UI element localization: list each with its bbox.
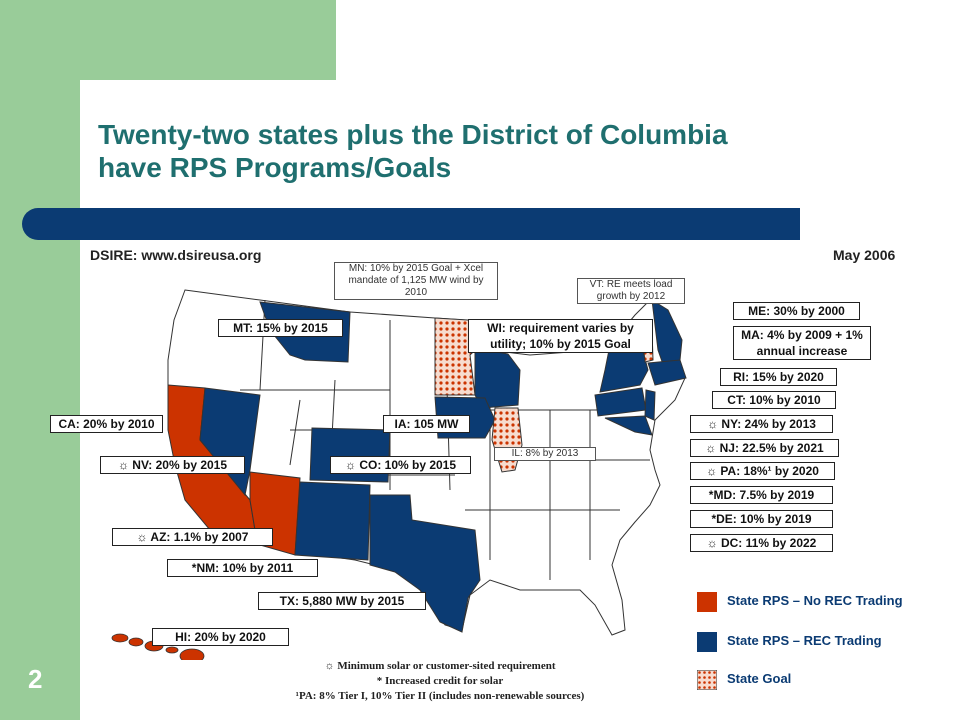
label-wi: WI: requirement varies by utility; 10% b… [468,319,653,353]
label-co-box: ☼ CO: 10% by 2015 [330,456,471,474]
date-text: May 2006 [833,247,896,263]
footnote-2: * Increased credit for solar [376,675,504,687]
label-pa: PA: 18%¹ by 2020 [720,464,819,478]
label-me: ME: 30% by 2000 [733,302,860,320]
state-hi [111,633,205,660]
label-dc: DC: 11% by 2022 [720,536,817,550]
label-ia: IA: 105 MW [383,415,470,433]
label-ny: NY: 24% by 2013 [721,417,816,431]
legend-swatch-red [697,592,717,612]
label-nm: *NM: 10% by 2011 [167,559,318,577]
label-ct: CT: 10% by 2010 [712,391,836,409]
label-az-box: ☼ AZ: 1.1% by 2007 [112,528,273,546]
label-pa-box: ☼ PA: 18%¹ by 2020 [690,462,835,480]
label-az: AZ: 1.1% by 2007 [150,530,249,544]
state-nj [644,389,656,421]
label-mt: MT: 15% by 2015 [218,319,343,337]
label-ny-box: ☼ NY: 24% by 2013 [690,415,833,433]
sun-icon: ☼ [707,417,719,431]
footnote-3: ¹PA: 8% Tier I, 10% Tier II (includes no… [295,690,585,702]
source-text: DSIRE: www.dsireusa.org [90,247,262,263]
top-band [0,0,336,80]
sun-icon: ☼ [706,464,718,478]
sidebar-band [0,0,80,720]
footnote-1-text: Minimum solar or customer-sited requirem… [337,660,556,672]
sun-icon: ☼ [344,458,356,472]
label-co: CO: 10% by 2015 [359,458,457,472]
label-ma: MA: 4% by 2009 + 1% annual increase [733,326,871,360]
label-md: *MD: 7.5% by 2019 [690,486,833,504]
title-line-1: Twenty-two states plus the District of C… [98,119,728,150]
legend-swatch-dotted [697,670,717,690]
label-tx: TX: 5,880 MW by 2015 [258,592,426,610]
label-ri: RI: 15% by 2020 [720,368,837,386]
label-nv: NV: 20% by 2015 [132,458,228,472]
state-ma [647,359,687,386]
us-rps-map [111,289,687,660]
label-de: *DE: 10% by 2019 [690,510,833,528]
state-nm [294,481,371,561]
title-underline-bar [22,208,800,240]
label-il: IL: 8% by 2013 [494,447,596,461]
page-number: 2 [28,664,43,694]
sun-icon: ☼ [706,536,718,550]
label-dc-box: ☼ DC: 11% by 2022 [690,534,833,552]
state-md [604,415,653,436]
state-nv [199,387,261,497]
footnotes: ☼ Minimum solar or customer-sited requir… [230,659,650,704]
label-mn: MN: 10% by 2015 Goal + Xcel mandate of 1… [334,262,498,300]
label-nj: NJ: 22.5% by 2021 [719,441,824,455]
slide-title: Twenty-two states plus the District of C… [98,118,858,184]
title-line-2: have RPS Programs/Goals [98,152,452,183]
sun-icon: ☼ [117,458,129,472]
label-vt: VT: RE meets load growth by 2012 [577,278,685,304]
legend-label: State RPS – REC Trading [727,633,882,648]
sun-icon: ☼ [136,530,148,544]
label-nv-box: ☼ NV: 20% by 2015 [100,456,245,474]
footnote-1: ☼ Minimum solar or customer-sited requir… [230,659,650,674]
state-wi [474,347,521,409]
state-tx [369,494,481,633]
label-ca: CA: 20% by 2010 [50,415,163,433]
sun-icon: ☼ [705,441,717,455]
legend-label: State Goal [727,671,792,686]
legend-label: State RPS – No REC Trading [727,593,903,608]
legend-swatch-blue [697,632,717,652]
label-nj-box: ☼ NJ: 22.5% by 2021 [690,439,839,457]
sun-icon: ☼ [324,660,335,672]
label-hi: HI: 20% by 2020 [152,628,289,646]
